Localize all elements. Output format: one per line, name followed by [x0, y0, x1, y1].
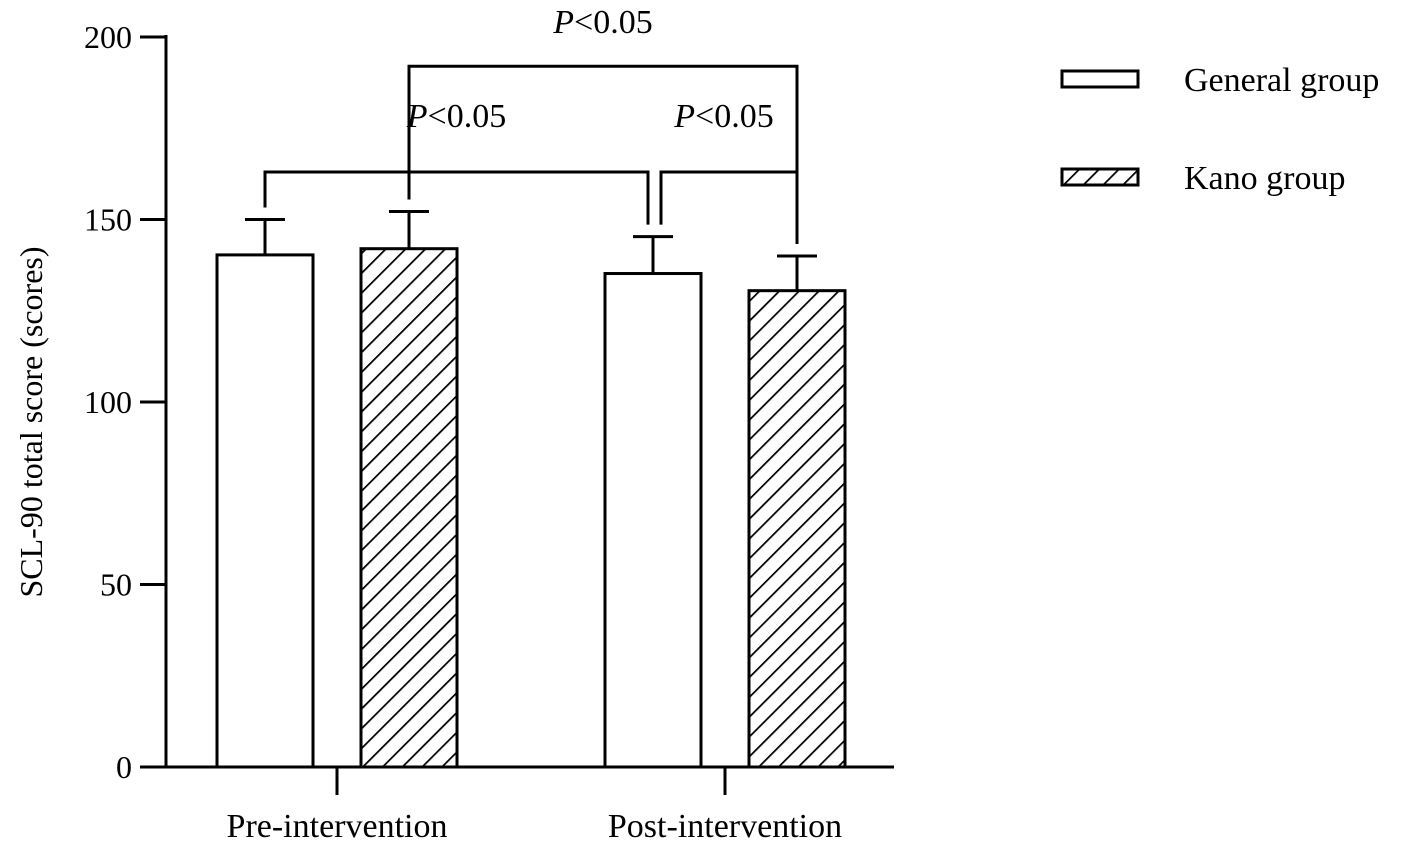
- legend-swatch: [1060, 69, 1140, 89]
- y-tick-label: 0: [116, 749, 132, 785]
- axes-layer: 0 50 100 150 200 Pre-intervention Post-interve…: [13, 19, 894, 845]
- y-tick-label: 50: [100, 567, 132, 603]
- x-tick-label: Post-intervention: [608, 808, 842, 845]
- legend-label: Kano group: [1184, 160, 1345, 197]
- y-tick-label: 150: [84, 202, 132, 238]
- significance-bracket: [407, 64, 799, 244]
- y-axis-label: SCL-90 total score (scores): [13, 246, 49, 597]
- y-tick-label: 100: [84, 384, 132, 420]
- error-bar-kano-1: [777, 254, 817, 291]
- x-tick-label: Pre-intervention: [227, 808, 448, 845]
- legend-item-general: General group: [1060, 62, 1379, 99]
- legend-swatch: [1060, 167, 1140, 187]
- legend-label: General group: [1184, 62, 1379, 99]
- error-bar-general-0: [245, 218, 285, 255]
- p-value-label: P<0.05: [552, 4, 652, 41]
- bar-kano-1: [747, 289, 847, 769]
- p-value-label: P<0.05: [673, 98, 773, 135]
- annotations-layer: P<0.05 P<0.05 P<0.05: [263, 4, 799, 244]
- error-bar-general-1: [633, 235, 673, 274]
- bar-general-1: [603, 272, 703, 769]
- bar-kano-0: [359, 247, 459, 769]
- error-bar-kano-0: [389, 209, 429, 249]
- significance-bracket: [263, 170, 650, 225]
- legend-item-kano: Kano group: [1060, 160, 1345, 197]
- bar-general-0: [215, 253, 315, 769]
- bars-layer: [215, 209, 847, 769]
- p-value-label: P<0.05: [406, 98, 506, 135]
- legend: General group Kano group: [1060, 62, 1379, 197]
- significance-bracket: [659, 170, 799, 244]
- y-tick-label: 200: [84, 19, 132, 55]
